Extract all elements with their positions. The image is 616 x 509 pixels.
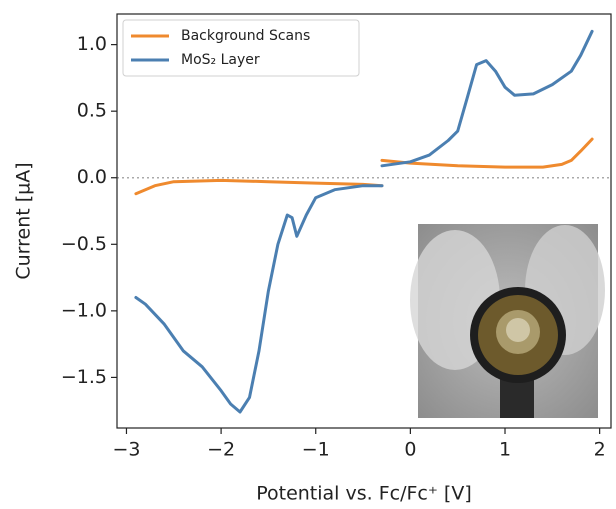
y-tick-label: 0.0 bbox=[77, 166, 107, 188]
x-axis-label: Potential vs. Fc/Fc⁺ [V] bbox=[256, 483, 472, 505]
y-tick-label: 1.0 bbox=[77, 33, 107, 55]
x-tick-label: −2 bbox=[207, 439, 235, 461]
x-tick-label: −3 bbox=[112, 439, 140, 461]
x-tick-label: 1 bbox=[499, 439, 511, 461]
y-tick-label: −1.0 bbox=[61, 299, 107, 321]
y-tick-label: −0.5 bbox=[61, 233, 107, 255]
y-tick-label: −1.5 bbox=[61, 366, 107, 388]
legend-label: Background Scans bbox=[181, 28, 310, 44]
x-tick-label: 2 bbox=[594, 439, 606, 461]
y-axis-label: Current [µA] bbox=[13, 162, 35, 279]
inset-photo bbox=[410, 224, 605, 418]
chart: Potential vs. Fc/Fc⁺ [V] Current [µA] −1… bbox=[0, 0, 616, 509]
legend-label: MoS₂ Layer bbox=[181, 52, 260, 68]
y-tick-label: 0.5 bbox=[77, 100, 107, 122]
legend: Background Scans MoS₂ Layer bbox=[123, 20, 359, 76]
x-tick-label: 0 bbox=[404, 439, 416, 461]
x-tick-label: −1 bbox=[302, 439, 330, 461]
